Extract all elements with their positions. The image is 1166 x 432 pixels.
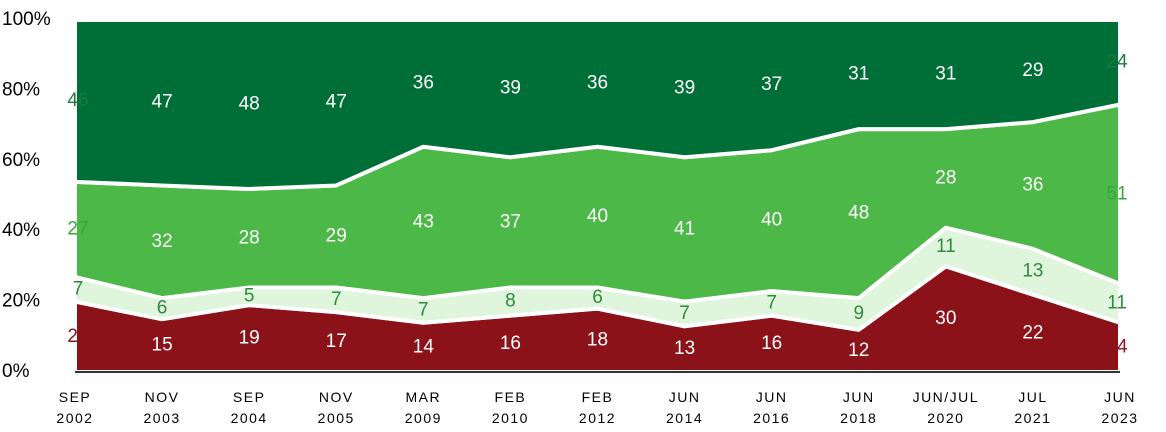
data-label: 7 xyxy=(331,289,342,310)
area xyxy=(73,18,1122,191)
data-label: 9 xyxy=(853,303,864,324)
x-tick-label: JUN 2016 xyxy=(753,389,790,426)
x-tick-label: JUL 2021 xyxy=(1014,389,1051,426)
y-tick-label: 40% xyxy=(2,220,40,241)
x-tick-label: SEP 2004 xyxy=(231,389,268,426)
y-tick-label: 20% xyxy=(2,291,40,312)
x-tick-label: MAR 2009 xyxy=(405,389,442,426)
x-tick-label: JUN/JUL 2020 xyxy=(913,389,980,426)
data-label: 47 xyxy=(326,92,347,113)
data-label: 19 xyxy=(239,328,260,349)
x-tick-label: JUN 2014 xyxy=(666,389,703,426)
data-label: 37 xyxy=(761,74,782,95)
data-label: 39 xyxy=(500,78,521,99)
y-tick-label: 80% xyxy=(2,79,40,100)
data-label: 32 xyxy=(152,231,173,252)
data-label: 7 xyxy=(679,303,690,324)
data-label: 11 xyxy=(936,236,956,257)
data-label: 46 xyxy=(67,90,88,111)
data-label: 36 xyxy=(587,72,608,93)
data-label: 48 xyxy=(239,93,260,114)
data-label: 7 xyxy=(73,278,84,299)
x-tick-label: FEB 2012 xyxy=(579,389,616,426)
data-label: 6 xyxy=(592,287,603,308)
data-label: 24 xyxy=(1106,51,1128,72)
data-label: 13 xyxy=(674,338,695,359)
x-tick-label: SEP 2002 xyxy=(56,389,93,426)
data-label: 14 xyxy=(1106,336,1128,357)
y-tick-label: 0% xyxy=(2,361,30,382)
data-label: 7 xyxy=(766,292,777,313)
data-label: 16 xyxy=(761,333,782,354)
x-tick-label: NOV 2005 xyxy=(318,389,355,426)
data-label: 31 xyxy=(935,64,956,85)
data-label: 22 xyxy=(1022,322,1043,343)
y-tick-label: 60% xyxy=(2,150,40,171)
data-label: 14 xyxy=(413,336,435,357)
x-tick-label: JUN 2023 xyxy=(1101,389,1138,426)
data-label: 30 xyxy=(935,308,956,329)
data-label: 39 xyxy=(674,78,695,99)
data-label: 29 xyxy=(326,225,347,246)
data-label: 43 xyxy=(413,211,434,232)
data-label: 48 xyxy=(848,203,869,224)
data-label: 31 xyxy=(848,64,869,85)
data-label: 18 xyxy=(587,329,608,350)
data-label: 37 xyxy=(500,211,521,232)
data-label: 40 xyxy=(761,210,782,231)
data-label: 47 xyxy=(152,92,173,113)
data-label: 29 xyxy=(1022,60,1043,81)
data-label: 7 xyxy=(418,299,429,320)
data-label: 41 xyxy=(674,218,695,239)
data-label: 28 xyxy=(935,167,956,188)
x-tick-label: FEB 2010 xyxy=(492,389,529,426)
data-label: 27 xyxy=(67,218,88,239)
data-label: 40 xyxy=(587,206,608,227)
data-label: 15 xyxy=(152,335,173,356)
data-label: 12 xyxy=(848,340,869,361)
data-label: 5 xyxy=(244,285,255,306)
data-label: 51 xyxy=(1106,183,1127,204)
x-tick-label: NOV 2003 xyxy=(144,389,181,426)
data-label: 11 xyxy=(1107,292,1127,313)
x-tick-label: JUN 2018 xyxy=(840,389,877,426)
data-label: 17 xyxy=(326,331,347,352)
data-label: 36 xyxy=(413,72,434,93)
data-label: 28 xyxy=(239,227,260,248)
data-label: 13 xyxy=(1022,261,1043,282)
data-label: 16 xyxy=(500,333,521,354)
data-label: 20 xyxy=(67,326,88,347)
data-label: 36 xyxy=(1022,174,1043,195)
y-tick-label: 100% xyxy=(2,9,51,30)
data-label: 8 xyxy=(505,291,516,312)
data-label: 6 xyxy=(157,298,168,319)
